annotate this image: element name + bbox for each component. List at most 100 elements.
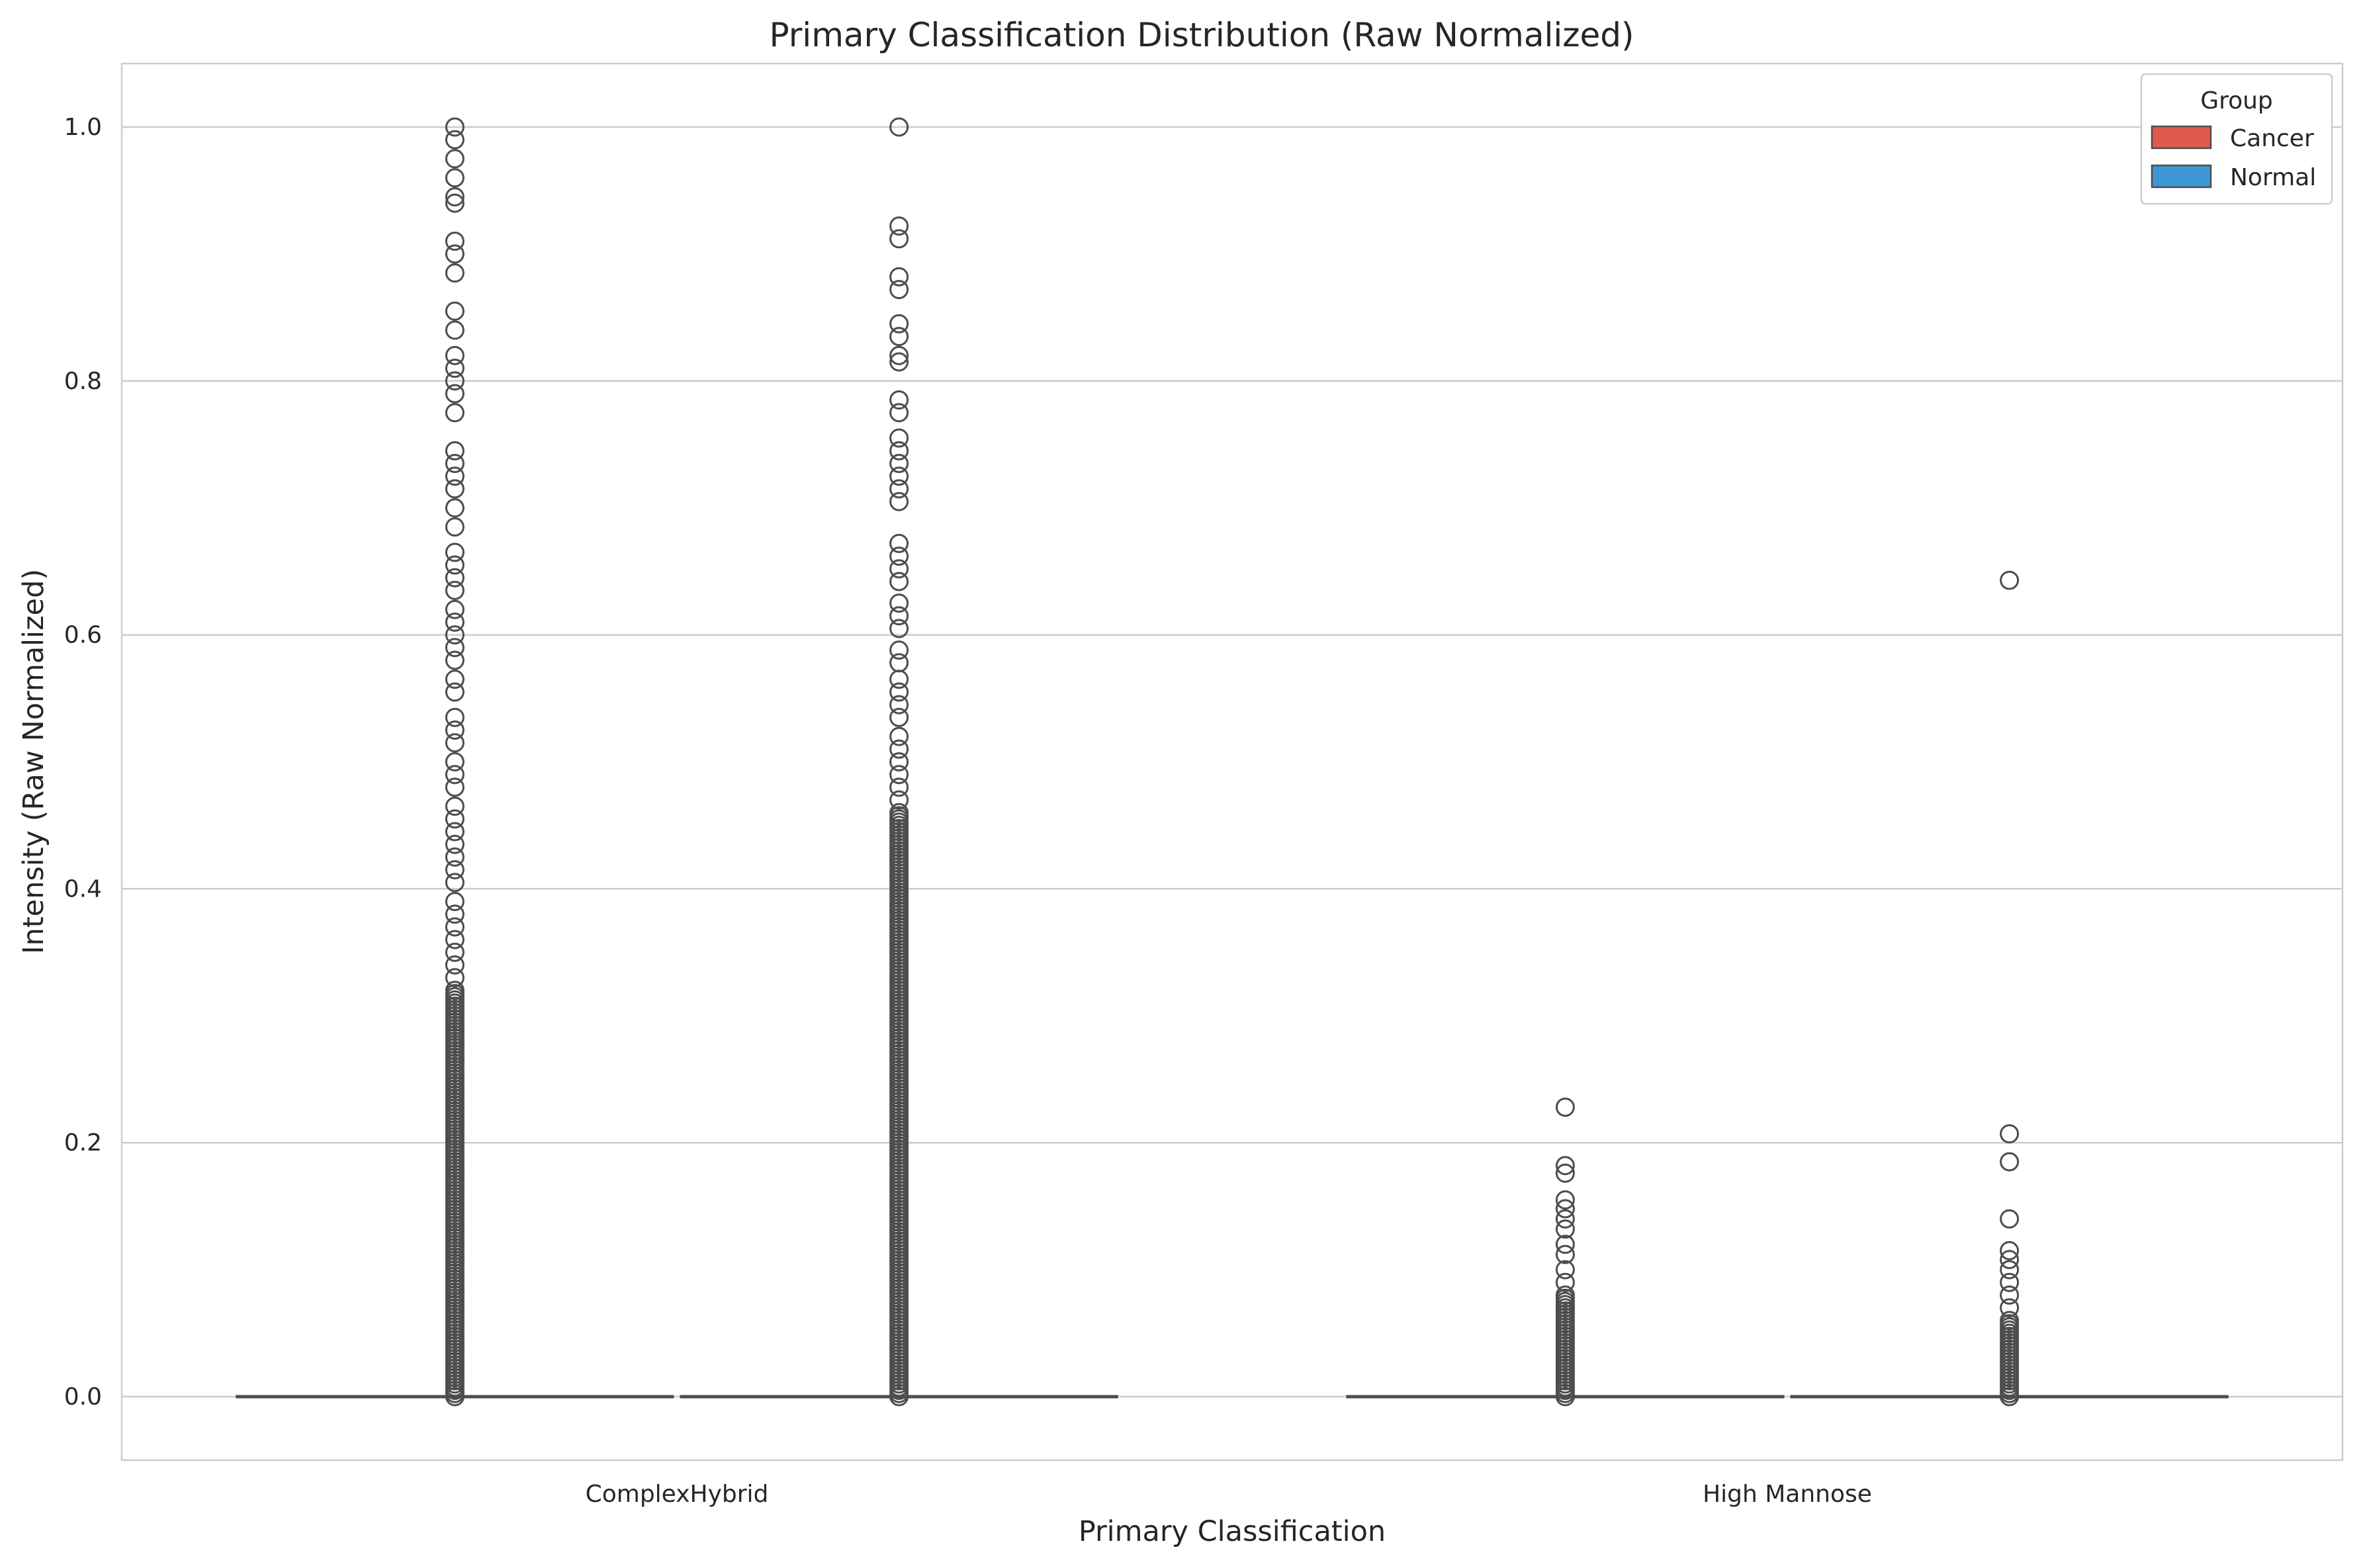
outlier-point xyxy=(445,117,465,137)
outlier-point xyxy=(2000,1152,2020,1172)
outlier-point xyxy=(889,390,909,410)
outlier-point xyxy=(889,533,909,553)
outlier-point xyxy=(445,752,465,771)
outlier-point xyxy=(445,599,465,619)
outlier-point xyxy=(889,117,909,137)
outlier-point xyxy=(889,777,909,797)
y-tick-label: 1.0 xyxy=(64,114,102,141)
outlier-point xyxy=(445,130,465,150)
outlier-point xyxy=(889,726,909,746)
outlier-point xyxy=(2000,1285,2020,1305)
outlier-point xyxy=(445,187,465,207)
outlier-point xyxy=(445,670,465,689)
outlier-point xyxy=(445,568,465,588)
boxes xyxy=(236,117,2229,1407)
outlier-point xyxy=(1555,1260,1575,1280)
outlier-point xyxy=(445,797,465,816)
outlier-point xyxy=(1555,1163,1575,1183)
outlier-point xyxy=(889,352,909,372)
outlier-point xyxy=(1555,1235,1575,1254)
legend: Group Cancer Normal xyxy=(2140,73,2333,205)
y-tick-label: 0.4 xyxy=(64,875,102,902)
outlier-point xyxy=(889,790,909,810)
outlier-point xyxy=(445,441,465,460)
outlier-point xyxy=(889,606,909,626)
outlier-point xyxy=(889,707,909,727)
outlier-point xyxy=(445,930,465,949)
outlier-point xyxy=(2000,1250,2020,1270)
outlier-point xyxy=(889,640,909,660)
outlier-point xyxy=(889,619,909,638)
outlier-point xyxy=(889,593,909,613)
outlier-point xyxy=(889,441,909,460)
x-tick-label: High Mannose xyxy=(1703,1481,1872,1508)
outlier-point xyxy=(445,809,465,829)
outlier-point xyxy=(445,638,465,658)
outlier-point xyxy=(445,860,465,880)
legend-label-cancer: Cancer xyxy=(2230,125,2314,152)
outlier-point xyxy=(445,650,465,670)
x-axis-label: Primary Classification xyxy=(1079,1515,1386,1548)
outlier-point xyxy=(889,670,909,689)
y-tick-label: 0.8 xyxy=(64,368,102,395)
outlier-point xyxy=(1555,1190,1575,1210)
outlier-point xyxy=(889,695,909,715)
outlier-point xyxy=(889,327,909,347)
outlier-point xyxy=(445,498,465,518)
outlier-point xyxy=(889,765,909,785)
outlier-point xyxy=(445,232,465,251)
outlier-point xyxy=(2000,1311,2020,1330)
outlier-point xyxy=(889,803,909,822)
y-tick-label: 0.6 xyxy=(64,622,102,649)
outlier-point xyxy=(445,612,465,632)
outlier-point xyxy=(445,942,465,962)
box-normal-complexhybrid xyxy=(680,117,1118,1407)
box-cancer-complexhybrid xyxy=(236,117,674,1407)
outlier-point xyxy=(889,466,909,486)
outlier-point xyxy=(2000,1124,2020,1144)
outlier-point xyxy=(445,580,465,600)
outlier-point xyxy=(445,263,465,283)
outlier-point xyxy=(445,955,465,975)
outlier-point xyxy=(2000,1298,2020,1318)
outlier-point xyxy=(889,314,909,333)
outlier-point xyxy=(889,572,909,591)
outlier-point xyxy=(445,384,465,404)
outlier-point xyxy=(445,517,465,537)
outlier-point xyxy=(445,466,465,486)
outlier-point xyxy=(445,733,465,753)
outlier-point xyxy=(1555,1272,1575,1292)
y-axis-label: Intensity (Raw Normalized) xyxy=(17,569,50,954)
x-tick-label: ComplexHybrid xyxy=(586,1481,769,1508)
outlier-point xyxy=(1555,1156,1575,1176)
outlier-point xyxy=(2000,570,2020,590)
outlier-point xyxy=(889,428,909,448)
outlier-point xyxy=(445,543,465,562)
x-axis-ticks: ComplexHybrid High Mannose xyxy=(586,1481,1872,1508)
outlier-point xyxy=(445,980,465,1000)
outlier-point xyxy=(2000,1241,2020,1260)
outlier-point xyxy=(445,359,465,378)
outlier-point xyxy=(445,765,465,785)
outlier-point xyxy=(889,267,909,286)
outlier-point xyxy=(2000,1209,2020,1229)
outlier-point xyxy=(889,492,909,511)
outlier-point xyxy=(445,301,465,321)
outlier-point xyxy=(889,403,909,423)
y-tick-label: 0.0 xyxy=(64,1383,102,1411)
outlier-point xyxy=(1555,1199,1575,1219)
y-tick-label: 0.2 xyxy=(64,1129,102,1156)
outlier-point xyxy=(445,320,465,340)
plot-frame xyxy=(120,62,2344,1461)
outlier-point xyxy=(445,345,465,365)
box-cancer-high-mannose xyxy=(1346,1097,1785,1407)
outlier-point xyxy=(445,720,465,740)
outlier-point xyxy=(445,847,465,867)
legend-title: Group xyxy=(2200,87,2273,114)
outlier-point xyxy=(1555,1244,1575,1264)
outlier-point xyxy=(2000,1260,2020,1280)
outlier-point xyxy=(1555,1097,1575,1117)
y-axis-ticks: 0.0 0.2 0.4 0.6 0.8 1.0 xyxy=(64,114,102,1411)
